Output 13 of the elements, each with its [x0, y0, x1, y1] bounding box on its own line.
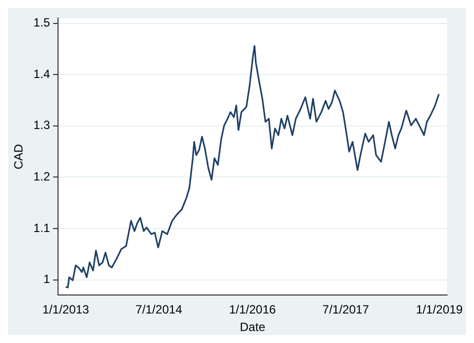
x-tick-label: 7/1/2014: [136, 302, 183, 317]
y-tick-label: 1.5: [33, 16, 50, 30]
y-tick-label: 1.4: [33, 66, 50, 81]
x-tick-label: 1/1/2013: [42, 302, 90, 317]
y-tick-label: 1.3: [33, 118, 50, 132]
x-tick-label: 1/1/2016: [229, 302, 276, 317]
x-tick-label: 7/1/2017: [322, 302, 370, 317]
y-tick-label: 1: [43, 272, 50, 286]
y-tick-label: 1.1: [33, 220, 50, 235]
y-tick-label: 1.2: [33, 170, 50, 184]
x-axis-title: Date: [240, 320, 266, 334]
y-axis-title: CAD: [12, 144, 26, 170]
x-tick-label: 1/1/2019: [416, 302, 464, 317]
